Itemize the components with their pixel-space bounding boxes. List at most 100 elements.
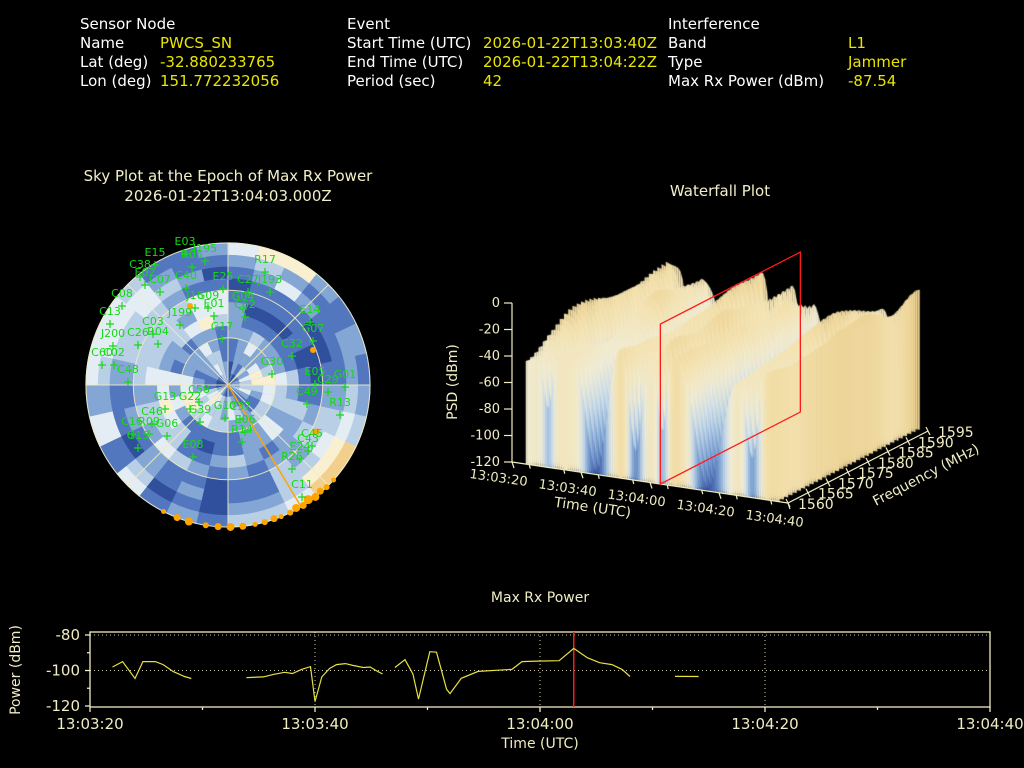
field-value: L1 (848, 34, 866, 52)
sky-plot-title-line2: 2026-01-22T13:04:03.000Z (124, 187, 332, 205)
field-label: Start Time (UTC) (347, 34, 472, 52)
satellite-marker (304, 447, 312, 455)
power-frame (85, 631, 991, 712)
freq-tick-label: 1585 (898, 446, 934, 462)
satellite-marker (261, 268, 269, 276)
satellite-label: C48 (117, 363, 139, 376)
satellite-marker (218, 335, 226, 343)
satellite-label: E02 (135, 266, 156, 279)
satellite-marker (336, 411, 344, 419)
satellite-label: R14 (231, 423, 253, 436)
sky-plot-title-line1: Sky Plot at the Epoch of Max Rx Power (83, 167, 373, 185)
satellite-label: G17 (211, 320, 234, 333)
satellite-label: R09 (138, 415, 160, 428)
satellite-marker (296, 455, 304, 463)
satellite-marker (244, 288, 252, 296)
satellite-marker (151, 261, 159, 269)
satellite-marker (298, 493, 306, 501)
satellite-marker (239, 305, 247, 313)
power-x-axis-label: Time (UTC) (500, 736, 578, 752)
satellite-marker (309, 337, 317, 345)
satellite-marker (308, 442, 316, 450)
satellite-label: C40 (175, 269, 197, 282)
satellite-label: E03 (175, 235, 196, 248)
field-label: Band (668, 34, 707, 52)
freq-tick-label: 1575 (858, 466, 894, 482)
satellite-label: G07 (302, 322, 325, 335)
sky-plot-title: Sky Plot at the Epoch of Max Rx Power 20… (48, 166, 408, 206)
section-title: Sensor Node (80, 15, 176, 33)
psd-tick-label: 0 (492, 296, 500, 311)
satellite-label: R04 (147, 325, 169, 338)
power-plot-title: Max Rx Power (491, 590, 589, 606)
time-tick-label: 13:03:20 (469, 467, 529, 490)
satellite-marker (110, 361, 118, 369)
section-title: Interference (668, 15, 760, 33)
satellite-marker (219, 285, 227, 293)
satellite-marker (136, 273, 144, 281)
satellite-marker (145, 430, 153, 438)
field-label: Name (80, 34, 125, 52)
sensor-node-values: PWCS_SN -32.880233765 151.772232056 (160, 34, 279, 91)
satellite-marker (241, 428, 249, 436)
satellite-marker (189, 453, 197, 461)
field-value: 2026-01-22T13:04:22Z (483, 53, 657, 71)
satellite-marker (149, 330, 157, 338)
satellite-marker (204, 304, 212, 312)
satellite-label: C60 (91, 346, 113, 359)
satellite-label: C49 (296, 385, 318, 398)
satellite-marker (306, 318, 314, 326)
field-label: Lat (deg) (80, 53, 149, 71)
waterfall-surface-canvas (430, 225, 1024, 540)
power-x-tick: 13:04:20 (731, 715, 798, 733)
psd-axis-label: PSD (dBm) (445, 344, 461, 420)
satellite-label: E06 (235, 413, 256, 426)
satellite-label: G15 (127, 429, 150, 442)
power-y-axis-label: Power (dBm) (8, 625, 24, 715)
psd-tick-label: -100 (470, 429, 500, 444)
satellite-label: C29 (317, 373, 339, 386)
satellite-label: J16 (185, 289, 203, 302)
satellite-label: R13 (329, 396, 351, 409)
interference-values: L1 Jammer -87.54 (848, 34, 906, 91)
psd-tick-label: -40 (479, 349, 500, 364)
satellite-marker (156, 288, 164, 296)
satellite-label: C16 (121, 415, 143, 428)
satellite-label: G10 (214, 399, 237, 412)
satellite-marker (118, 302, 126, 310)
satellite-marker (238, 438, 246, 446)
satellite-marker (324, 388, 332, 396)
satellite-marker (182, 284, 190, 292)
satellite-marker (266, 288, 274, 296)
satellite-marker (221, 414, 229, 422)
satellite-label: C27 (237, 273, 259, 286)
field-value: Jammer (848, 53, 907, 71)
satellite-label: G13 (154, 390, 177, 403)
satellite-marker (188, 263, 196, 271)
satellite-marker (163, 432, 171, 440)
satellite-marker (201, 257, 209, 265)
power-y-tick: -80 (56, 626, 81, 644)
satellite-marker (134, 341, 142, 349)
section-title: Event (347, 15, 390, 33)
satellite-marker (288, 352, 296, 360)
satellite-marker (106, 320, 114, 328)
psd-tick-label: -20 (479, 323, 500, 338)
satellite-label: R26 (281, 450, 303, 463)
freq-tick-label: 1590 (918, 435, 954, 451)
satellite-label: C38 (129, 258, 151, 271)
satellite-label: C45 (301, 427, 323, 440)
satellite-marker (241, 313, 249, 321)
power-y-tick: -100 (46, 662, 80, 680)
satellite-marker (186, 405, 194, 413)
satellite-label: C13 (99, 305, 121, 318)
satellite-marker (195, 398, 203, 406)
satellite-marker (341, 383, 349, 391)
freq-tick-label: 1580 (878, 456, 914, 472)
field-value: PWCS_SN (160, 34, 233, 52)
field-value: -87.54 (848, 72, 897, 90)
satellite-label: J200 (100, 327, 125, 340)
satellite-label: C08 (111, 287, 133, 300)
